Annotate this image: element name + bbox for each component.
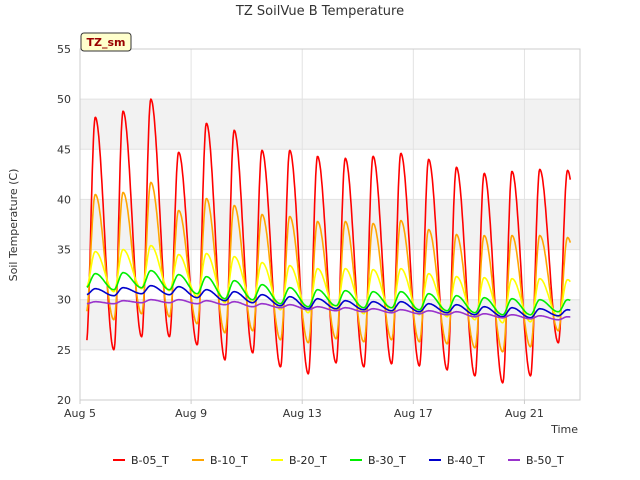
y-tick-label: 25 [57,344,71,357]
legend-label: B-05_T [131,454,169,467]
data-series [86,98,572,384]
x-tick-label: Aug 13 [283,407,322,420]
x-axis-label: Time [550,423,578,436]
series-line-b-30-t [86,269,571,316]
y-tick-label: 35 [57,244,71,257]
x-tick-label: Aug 9 [175,407,207,420]
station-tag: TZ_sm [80,32,132,52]
plot-band [80,349,580,400]
y-tick-label: 55 [57,43,71,56]
plot-band [80,249,580,300]
x-tick-label: Aug 5 [64,407,96,420]
legend-label: B-30_T [368,454,406,467]
chart-title: TZ SoilVue B Temperature [235,4,404,19]
legend-label: B-20_T [289,454,327,467]
x-axis-ticks: Aug 5 Aug 9 Aug 13 Aug 17 Aug 21 [64,400,544,420]
x-tick-label: Aug 17 [394,407,433,420]
plot-band [80,99,580,150]
y-axis-ticks: 20 25 30 35 40 45 50 55 [57,43,71,407]
y-tick-label: 50 [57,93,71,106]
legend-label: B-50_T [526,454,564,467]
legend-label: B-10_T [210,454,248,467]
series-line-b-40-t [86,284,571,319]
legend: B-05_T B-10_T B-20_T B-30_T B-40_T B-50_T [113,454,564,467]
plot-band [80,49,580,100]
series-line-b-50-t [86,298,571,321]
legend-label: B-40_T [447,454,485,467]
plot-band [80,149,580,200]
plot-frame [79,48,581,401]
x-tick-label: Aug 21 [505,407,544,420]
y-tick-label: 40 [57,193,71,206]
y-axis-label: Soil Temperature (C) [7,169,20,282]
station-tag-label: TZ_sm [87,36,126,49]
y-tick-label: 30 [57,294,71,307]
plot-band [80,199,580,250]
y-tick-label: 20 [57,394,71,407]
plot-background-bands [80,49,580,400]
y-tick-label: 45 [57,143,71,156]
station-tag-box [80,32,132,52]
